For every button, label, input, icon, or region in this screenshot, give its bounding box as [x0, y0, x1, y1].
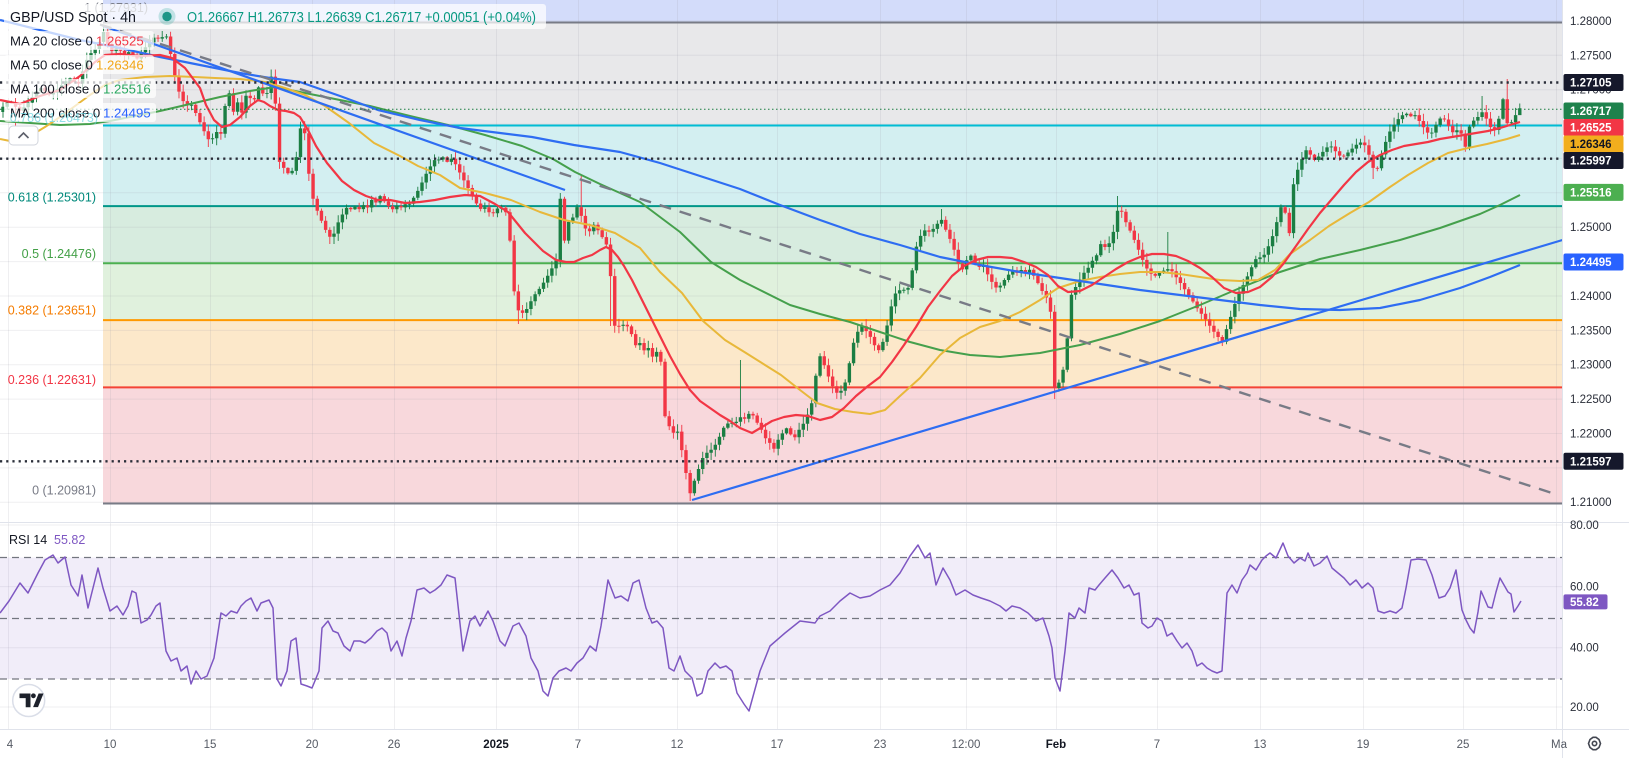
svg-text:20: 20	[306, 739, 319, 751]
svg-text:12: 12	[671, 739, 684, 751]
svg-text:MA 50 close 0: MA 50 close 0	[10, 58, 93, 73]
svg-text:1.21597: 1.21597	[1570, 456, 1612, 468]
svg-text:1.25516: 1.25516	[1570, 187, 1612, 199]
svg-text:1.26525: 1.26525	[1570, 123, 1612, 135]
svg-text:1.27500: 1.27500	[1570, 50, 1612, 62]
svg-text:O1.26667 H1.26773 L1.26639 C1.: O1.26667 H1.26773 L1.26639 C1.26717 +0.0…	[187, 10, 536, 26]
svg-text:1.24495: 1.24495	[1570, 257, 1612, 269]
svg-text:13: 13	[1254, 739, 1267, 751]
svg-text:1.25516: 1.25516	[103, 82, 151, 97]
svg-text:1.25000: 1.25000	[1570, 222, 1612, 234]
svg-text:1.26717: 1.26717	[1570, 106, 1612, 118]
svg-text:55.82: 55.82	[1570, 597, 1599, 609]
svg-text:17: 17	[771, 739, 784, 751]
svg-text:0.786 (1.26473): 0.786 (1.26473)	[10, 111, 98, 125]
svg-text:60.00: 60.00	[1570, 582, 1599, 594]
svg-text:1.22500: 1.22500	[1570, 394, 1612, 406]
svg-text:MA 100 close 0: MA 100 close 0	[10, 82, 100, 97]
svg-text:20.00: 20.00	[1570, 702, 1599, 714]
svg-text:1.24000: 1.24000	[1570, 291, 1612, 303]
svg-text:MA 200 close 0: MA 200 close 0	[10, 106, 100, 121]
svg-text:MA 20 close 0: MA 20 close 0	[10, 34, 93, 49]
svg-text:1.26346: 1.26346	[96, 58, 144, 73]
svg-text:55.82: 55.82	[54, 533, 85, 547]
svg-text:0 (1.20981): 0 (1.20981)	[32, 484, 96, 498]
svg-text:Feb: Feb	[1046, 739, 1066, 751]
svg-text:1.23000: 1.23000	[1570, 360, 1612, 372]
svg-text:4: 4	[7, 739, 14, 751]
svg-text:0.5 (1.24476): 0.5 (1.24476)	[22, 247, 96, 261]
svg-text:0.236 (1.22631): 0.236 (1.22631)	[8, 373, 96, 387]
svg-text:25: 25	[1457, 739, 1470, 751]
svg-text:0.618 (1.25301): 0.618 (1.25301)	[8, 191, 96, 205]
svg-text:1.26525: 1.26525	[96, 34, 144, 49]
svg-text:40.00: 40.00	[1570, 643, 1599, 655]
svg-text:Ma: Ma	[1551, 739, 1568, 751]
svg-text:1.22000: 1.22000	[1570, 428, 1612, 440]
svg-text:2025: 2025	[483, 739, 509, 751]
svg-text:19: 19	[1357, 739, 1370, 751]
svg-text:7: 7	[1154, 739, 1160, 751]
svg-text:1.27105: 1.27105	[1570, 78, 1612, 90]
svg-text:26: 26	[388, 739, 401, 751]
svg-text:1.21000: 1.21000	[1570, 497, 1612, 509]
svg-text:12:00: 12:00	[952, 739, 981, 751]
svg-text:7: 7	[575, 739, 581, 751]
svg-text:0.382 (1.23651): 0.382 (1.23651)	[8, 304, 96, 318]
svg-text:1.24495: 1.24495	[103, 106, 151, 121]
svg-text:15: 15	[204, 739, 217, 751]
svg-text:10: 10	[104, 739, 117, 751]
svg-text:RSI 14: RSI 14	[9, 533, 47, 547]
svg-text:GBP/USD Spot · 4h: GBP/USD Spot · 4h	[10, 9, 136, 26]
svg-text:1.26346: 1.26346	[1570, 139, 1612, 151]
svg-text:1.23500: 1.23500	[1570, 325, 1612, 337]
svg-text:80.00: 80.00	[1570, 520, 1599, 532]
svg-text:1.28000: 1.28000	[1570, 16, 1612, 28]
svg-text:1.25997: 1.25997	[1570, 156, 1612, 168]
svg-text:23: 23	[874, 739, 887, 751]
